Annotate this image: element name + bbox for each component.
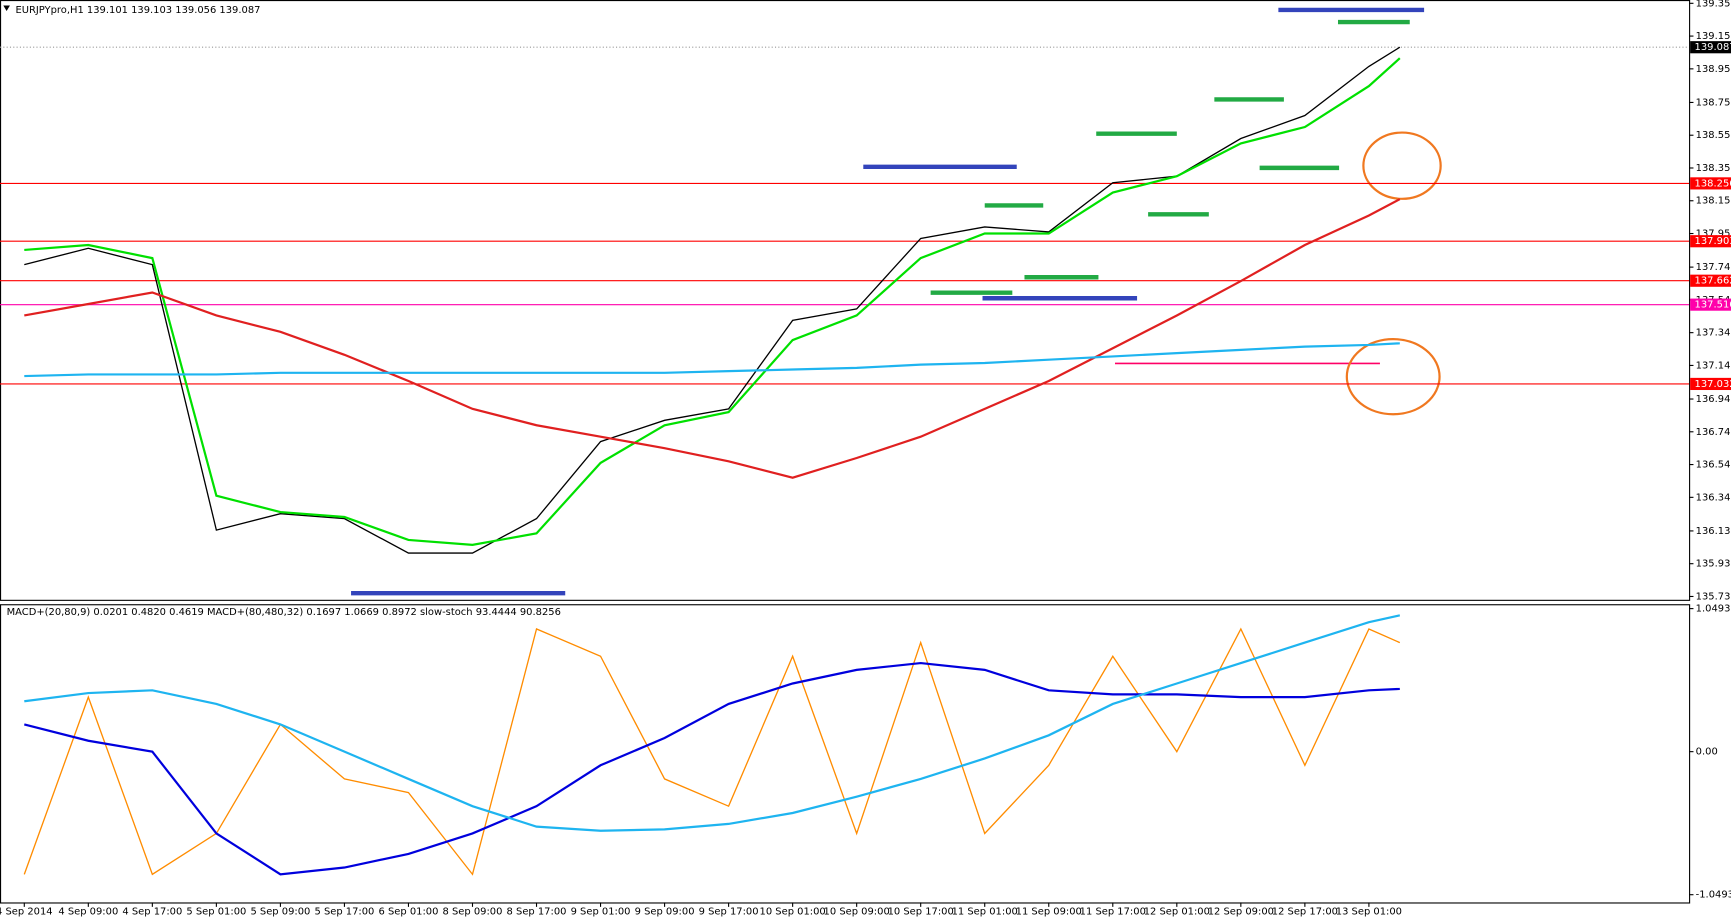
level-tag	[1690, 377, 1731, 391]
y-tick-label: 138.15	[1696, 196, 1731, 207]
y-tick-label: 137.345	[1696, 328, 1731, 339]
y-tick-label: -1.0493	[1696, 890, 1731, 901]
x-tick-label: 8 Sep 17:00	[507, 906, 567, 917]
indicator-pane	[0, 604, 1691, 904]
x-tick-label: 4 Sep 17:00	[122, 906, 182, 917]
y-tick-label: 136.74	[1696, 427, 1731, 438]
x-tick-label: 9 Sep 17:00	[699, 906, 759, 917]
x-tick-label: 12 Sep 01:00	[1144, 906, 1210, 917]
y-tick-label: 1.0493	[1696, 604, 1731, 615]
x-tick-label: 4 Sep 09:00	[58, 906, 118, 917]
x-tick-label: 10 Sep 17:00	[888, 906, 954, 917]
y-tick-label: 138.35	[1696, 163, 1731, 174]
y-tick-label: 139.155	[1696, 31, 1731, 42]
y-tick-label: 136.54	[1696, 460, 1731, 471]
y-tick-label: 135.935	[1696, 559, 1731, 570]
x-tick-label: 11 Sep 01:00	[952, 906, 1018, 917]
y-tick-label: 138.75	[1696, 97, 1731, 108]
highlight-ellipse	[1362, 131, 1442, 200]
x-tick-label: 10 Sep 01:00	[760, 906, 826, 917]
level-label: 137.032	[1695, 379, 1731, 390]
series-line	[24, 614, 1401, 832]
y-tick-label: 136.135	[1696, 526, 1731, 537]
y-tick-label: 138.955	[1696, 64, 1731, 75]
level-tag	[1690, 298, 1731, 311]
level-tag	[1690, 235, 1731, 248]
x-tick-label: 5 Sep 17:00	[314, 906, 374, 917]
series-line	[24, 342, 1400, 378]
x-tick-label: 10 Sep 09:00	[824, 906, 890, 917]
indicator-header: MACD+(20,80,9) 0.0201 0.4820 0.4619 MACD…	[7, 607, 561, 618]
level-label: 137.903	[1695, 236, 1731, 247]
y-tick-label: 137.145	[1696, 360, 1731, 371]
level-tag	[1690, 177, 1731, 190]
level-label: 137.662	[1695, 276, 1731, 287]
level-label: 138.256	[1695, 178, 1731, 189]
level-tag	[1690, 274, 1731, 287]
price-header: EURJPYpro,H1 139.101 139.103 139.056 139…	[15, 5, 260, 16]
x-tick-label: 9 Sep 01:00	[571, 906, 631, 917]
pane-arrow	[3, 5, 10, 12]
level-tag	[1690, 41, 1731, 54]
y-tick-label: 137.95	[1696, 229, 1731, 240]
x-tick-label: 12 Sep 17:00	[1272, 906, 1338, 917]
y-tick-label: 0.00	[1696, 747, 1718, 758]
level-label: 137.516	[1695, 300, 1731, 311]
series-line	[24, 57, 1401, 546]
y-tick-label: 136.94	[1696, 394, 1731, 405]
x-tick-label: 5 Sep 09:00	[250, 906, 310, 917]
x-tick-label: 13 Sep 01:00	[1336, 906, 1402, 917]
x-tick-label: 11 Sep 17:00	[1080, 906, 1146, 917]
series-line	[24, 661, 1400, 876]
highlight-ellipse	[1345, 337, 1441, 416]
x-tick-label: 6 Sep 01:00	[379, 906, 439, 917]
y-tick-label: 136.34	[1696, 492, 1731, 503]
level-label: 139.087	[1695, 42, 1731, 53]
y-tick-label: 139.355	[1696, 0, 1731, 9]
x-tick-label: 8 Sep 09:00	[443, 906, 503, 917]
y-tick-label: 137.745	[1696, 262, 1731, 273]
x-tick-label: 4 Sep 2014	[0, 906, 53, 917]
price-pane	[0, 0, 1691, 601]
x-tick-label: 12 Sep 09:00	[1208, 906, 1274, 917]
series-line	[23, 627, 1401, 876]
x-tick-label: 5 Sep 01:00	[186, 906, 246, 917]
series-line	[24, 46, 1401, 554]
y-tick-label: 135.735	[1696, 591, 1731, 602]
x-tick-label: 11 Sep 09:00	[1016, 906, 1082, 917]
y-tick-label: 138.55	[1696, 130, 1731, 141]
series-line	[24, 198, 1401, 479]
x-tick-label: 9 Sep 09:00	[635, 906, 695, 917]
